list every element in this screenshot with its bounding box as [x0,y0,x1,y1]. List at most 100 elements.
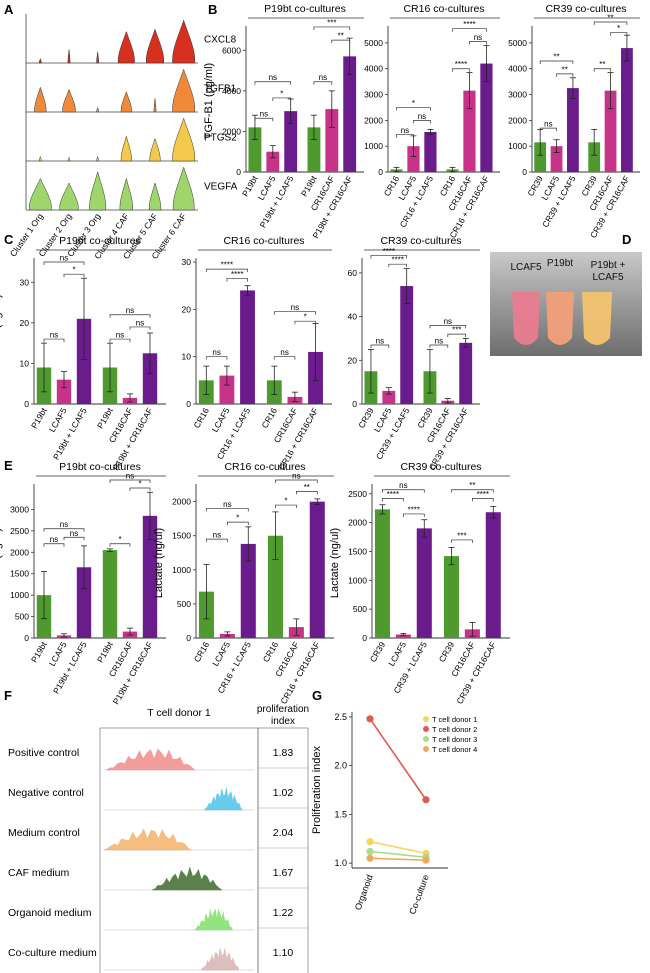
category-label: CR39 [368,640,388,664]
legend-marker [423,726,429,732]
gene-label: PTGS2 [204,133,237,144]
significance-label: **** [387,490,399,499]
significance-bracket [296,491,318,495]
significance-bracket [593,68,611,72]
y-tick-label: 3000 [364,90,383,100]
y-tick-label: 0 [378,167,383,177]
y-tick-label: 2000 [10,547,29,557]
significance-bracket [313,26,351,30]
gene-label: VEGFA [204,182,238,193]
y-tick-label: 3000 [508,90,527,100]
bar-chart-e1: P19bt co-cultures 0 500 1000 1500 2000 2500 300… [0,461,166,706]
significance-bracket [272,97,292,101]
significance-label: * [72,266,75,275]
y-tick-label: 3000 [10,504,29,514]
y-axis-label: VEGF-A (ng/ml) [0,294,3,372]
bar [56,379,72,404]
significance-label: ns [376,337,384,346]
y-tick-label: 2000 [172,497,191,507]
bar-chart-e2: CR16 co-cultures 0 500 1000 1500 2000 Lactate … [153,461,334,706]
bar [424,131,437,172]
chart-title: P19bt co-cultures [264,3,346,15]
bar-chart-c1: P19bt co-cultures 0 10 20 30 VEGF-A (ng/ml) P1… [0,235,166,472]
significance-bracket [469,41,487,45]
significance-label: ns [444,317,452,326]
significance-label: *** [457,531,466,540]
violin-shape [117,30,135,64]
panel-label-f: F [4,688,12,703]
violin-shape [38,155,42,162]
tube-label-lcaf5: LCAF5 [510,262,542,273]
category-label: CR16 [261,640,281,664]
significance-label: * [138,480,141,489]
bar [416,528,432,638]
violin-shape [96,51,100,64]
index-header-1: proliferation [257,704,309,715]
chart-title: CR39 co-cultures [380,235,461,247]
significance-label: *** [327,18,336,27]
series-line [369,718,427,801]
significance-label: ** [562,65,568,74]
legend-label: T cell donor 3 [432,735,477,744]
legend-marker [423,716,429,722]
bar-chart-b2: CR16 co-cultures010002000300040005000CR1… [364,3,500,240]
y-tick-label: 6000 [222,45,241,55]
bar [588,142,601,172]
bar-chart-b3: CR39 co-cultures010002000300040005000CR3… [508,3,640,240]
y-tick-label: 30 [182,257,192,267]
y-tick-label: 20 [348,355,358,365]
chart-title: P19bt co-cultures [59,461,141,473]
bar [267,535,283,638]
violin-shape [67,156,71,162]
y-tick-label: 0 [24,399,29,409]
bar [534,142,547,172]
significance-bracket [206,508,249,512]
significance-label: ns [223,500,231,509]
significance-label: * [412,99,415,108]
y-tick-label: 1000 [508,141,527,151]
violin-shape [59,182,79,211]
y-tick-label: 2000 [364,115,383,125]
category-label: P19bt [29,639,49,664]
bar [459,342,473,404]
violin-shape [96,106,100,113]
violin-shape [172,117,196,162]
category-label: CR39 [437,640,457,664]
y-tick-label: 500 [353,604,367,614]
y-tick-label: 1000 [348,575,367,585]
violin-shape [149,137,161,162]
significance-bracket [273,311,316,315]
tube-label-mix-1: P19bt + [591,260,626,271]
y-tick-label: 4000 [222,86,241,96]
violin-shape [62,88,76,113]
histogram [103,828,192,851]
proliferation-index: 1.67 [273,867,294,879]
series-point [366,847,374,856]
significance-label: ** [553,52,559,61]
significance-label: ns [212,348,220,357]
significance-bracket [403,513,425,517]
tube-photo: LCAF5 P19bt P19bt + LCAF5 [490,252,642,356]
significance-bracket [129,487,151,491]
y-tick-label: 20 [182,304,192,314]
significance-label: ns [544,120,552,129]
y-tick-label: 1000 [10,590,29,600]
significance-label: ns [291,303,299,312]
significance-bracket [226,278,248,282]
chart-title: CR16 co-cultures [224,461,305,473]
significance-label: **** [383,247,395,256]
significance-bracket [396,107,431,111]
y-tick-label: 5000 [364,38,383,48]
violin-shape [153,98,157,113]
bar [307,127,321,172]
significance-bracket [109,543,131,547]
histogram [204,787,243,811]
bar [604,90,617,172]
violin-shape [119,178,134,211]
significance-label: ns [50,535,58,544]
significance-bracket [275,479,318,483]
significance-label: **** [463,20,475,29]
significance-label: * [304,313,307,322]
